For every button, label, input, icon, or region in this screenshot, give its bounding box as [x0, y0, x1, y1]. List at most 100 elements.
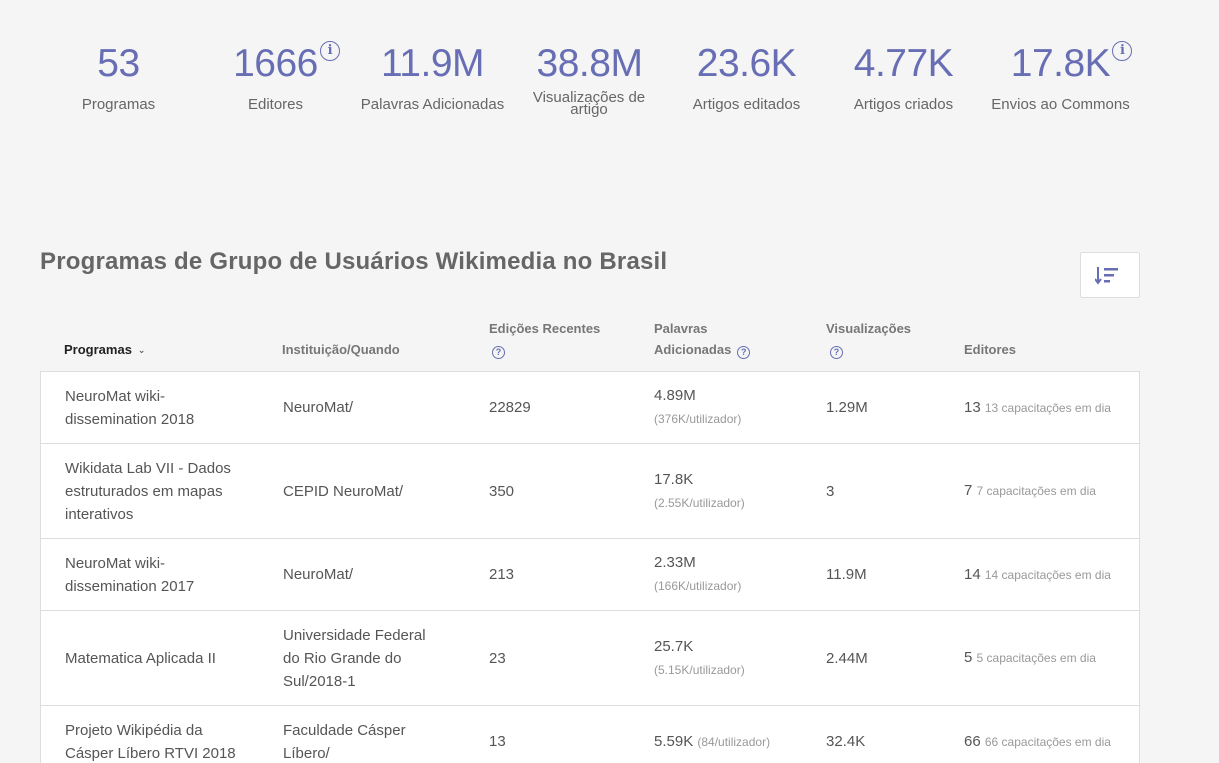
words-per-user: (2.55K/utilizador): [654, 495, 745, 510]
cell-views: 2.44M: [826, 611, 946, 705]
words-value: 4.89M: [654, 387, 696, 404]
stat-value-text: 17.8K: [1010, 42, 1111, 85]
cell-words-added: 2.33M (166K/utilizador): [654, 539, 814, 610]
stat-editors: 1666 i Editores: [197, 40, 354, 113]
editors-value: 5: [964, 649, 973, 666]
edits-value: 23: [489, 649, 506, 667]
stat-label: Visualizações de artigo: [532, 89, 646, 118]
cell-views: 3: [826, 444, 946, 538]
column-header-label: Visualizações: [826, 321, 912, 336]
program-link[interactable]: NeuroMat wiki-dissemination 2018: [65, 387, 195, 428]
edits-value: 22829: [489, 399, 531, 416]
sort-button[interactable]: [1080, 252, 1140, 298]
views-value: 32.4K: [826, 733, 866, 750]
question-circle-icon[interactable]: ?: [830, 346, 843, 359]
column-header-label: Adicionadas: [654, 342, 732, 357]
stat-label: Artigos editados: [692, 96, 801, 113]
trainings-text: 14 capacitações em dia: [984, 567, 1111, 582]
cell-words-added: 17.8K (2.55K/utilizador): [654, 444, 814, 538]
column-header-views[interactable]: Visualizações ?: [826, 318, 911, 360]
stat-value: 53: [97, 42, 140, 85]
cell-institution: Faculdade Cásper Líbero/: [283, 706, 473, 763]
cell-editors: 7 7 capacitações em dia: [964, 444, 1134, 538]
stat-label: Artigos criados: [853, 96, 954, 113]
cell-words-added: 5.59K (84/utilizador): [654, 706, 814, 763]
edits-value: 13: [489, 733, 506, 750]
views-value: 1.29M: [826, 399, 868, 416]
words-per-user: (84/utilizador): [697, 734, 771, 749]
trainings-text: 7 capacitações em dia: [976, 484, 1096, 498]
views-value: 2.44M: [826, 649, 868, 667]
column-header-words-added[interactable]: Palavras Adicionadas?: [654, 318, 751, 360]
cell-views: 1.29M: [826, 372, 946, 443]
column-header-label: Edições Recentes: [489, 321, 601, 336]
cell-recent-edits: 23: [489, 611, 639, 705]
table-row[interactable]: NeuroMat wiki-dissemination 2017 NeuroMa…: [41, 539, 1139, 611]
stat-value: 4.77K: [853, 42, 954, 85]
cell-views: 32.4K: [826, 706, 946, 763]
column-header-label: Programas: [64, 342, 132, 357]
question-circle-icon[interactable]: ?: [492, 346, 505, 359]
table-row[interactable]: Matematica Aplicada II Universidade Fede…: [41, 611, 1139, 706]
cell-editors: 14 14 capacitações em dia: [964, 539, 1134, 610]
institution-text: NeuroMat/: [283, 566, 354, 583]
program-link[interactable]: Projeto Wikipédia da Cásper Líbero RTVI …: [65, 721, 236, 762]
table-row[interactable]: Projeto Wikipédia da Cásper Líbero RTVI …: [41, 706, 1139, 763]
institution-text: Faculdade Cásper Líbero/: [283, 721, 406, 762]
stat-value: 11.9M: [381, 42, 485, 85]
editors-value: 66: [964, 732, 981, 750]
words-value: 25.7K: [654, 637, 694, 655]
views-value: 11.9M: [826, 566, 867, 583]
cell-program[interactable]: Matematica Aplicada II: [65, 611, 265, 705]
institution-text: Universidade Federal do Rio Grande do Su…: [283, 626, 426, 690]
cell-words-added: 4.89M (376K/utilizador): [654, 372, 814, 443]
cell-editors: 13 13 capacitações em dia: [964, 372, 1134, 443]
edits-value: 350: [489, 482, 515, 500]
stat-value: 17.8K i: [1010, 40, 1133, 88]
cell-program[interactable]: Wikidata Lab VII - Dados estruturados em…: [65, 444, 265, 538]
cell-recent-edits: 213: [489, 539, 639, 610]
stat-value-text: 1666: [233, 42, 318, 85]
stat-programs: 53 Programas: [40, 40, 197, 112]
stat-label: Editores: [247, 96, 304, 113]
stat-value: 1666 i: [233, 40, 340, 88]
editors-value: 7: [964, 482, 973, 499]
column-header-institution[interactable]: Instituição/Quando: [282, 342, 400, 357]
info-icon[interactable]: i: [1112, 41, 1133, 61]
programs-table: NeuroMat wiki-dissemination 2018 NeuroMa…: [40, 371, 1140, 763]
column-header-editors[interactable]: Editores: [964, 342, 1017, 357]
words-per-user: (166K/utilizador): [654, 579, 742, 593]
program-link[interactable]: NeuroMat wiki-dissemination 2017: [65, 554, 195, 595]
views-value: 3: [826, 482, 835, 500]
stat-label: Envios ao Commons: [991, 96, 1130, 113]
stats-summary: 53 Programas 1666 i Editores 11.9M Palavr…: [40, 40, 1140, 130]
cell-editors: 66 66 capacitações em dia: [964, 706, 1134, 763]
table-row[interactable]: NeuroMat wiki-dissemination 2018 NeuroMa…: [41, 372, 1139, 444]
stat-articles-created: 4.77K Artigos criados: [825, 40, 982, 113]
column-header-recent-edits[interactable]: Edições Recentes ?: [489, 318, 600, 360]
cell-editors: 5 5 capacitações em dia: [964, 611, 1134, 705]
table-row[interactable]: Wikidata Lab VII - Dados estruturados em…: [41, 444, 1139, 539]
info-icon[interactable]: i: [319, 41, 340, 61]
stat-article-views: 38.8M Visualizações de artigo: [511, 40, 668, 118]
trainings-text: 13 capacitações em dia: [984, 400, 1111, 415]
words-per-user: (5.15K/utilizador): [654, 662, 745, 677]
column-header-label: Palavras: [654, 321, 708, 336]
trainings-text: 66 capacitações em dia: [984, 734, 1111, 749]
cell-program[interactable]: NeuroMat wiki-dissemination 2018: [65, 372, 265, 443]
stat-commons-uploads: 17.8K i Envios ao Commons: [982, 40, 1139, 113]
stat-articles-edited: 23.6K Artigos editados: [668, 40, 825, 113]
stat-value: 38.8M: [536, 42, 643, 85]
editors-value: 14: [964, 565, 981, 583]
program-link[interactable]: Wikidata Lab VII - Dados estruturados em…: [65, 459, 231, 523]
stat-label: Palavras Adicionadas: [360, 96, 505, 113]
cell-program[interactable]: Projeto Wikipédia da Cásper Líbero RTVI …: [65, 706, 265, 763]
words-per-user: (376K/utilizador): [654, 412, 742, 426]
program-link[interactable]: Matematica Aplicada II: [65, 649, 216, 667]
edits-value: 213: [489, 566, 515, 583]
stat-value: 23.6K: [696, 42, 797, 85]
question-circle-icon[interactable]: ?: [737, 346, 751, 359]
column-header-programs[interactable]: Programas ⌄: [64, 339, 145, 361]
cell-program[interactable]: NeuroMat wiki-dissemination 2017: [65, 539, 265, 610]
editors-value: 13: [964, 398, 981, 416]
